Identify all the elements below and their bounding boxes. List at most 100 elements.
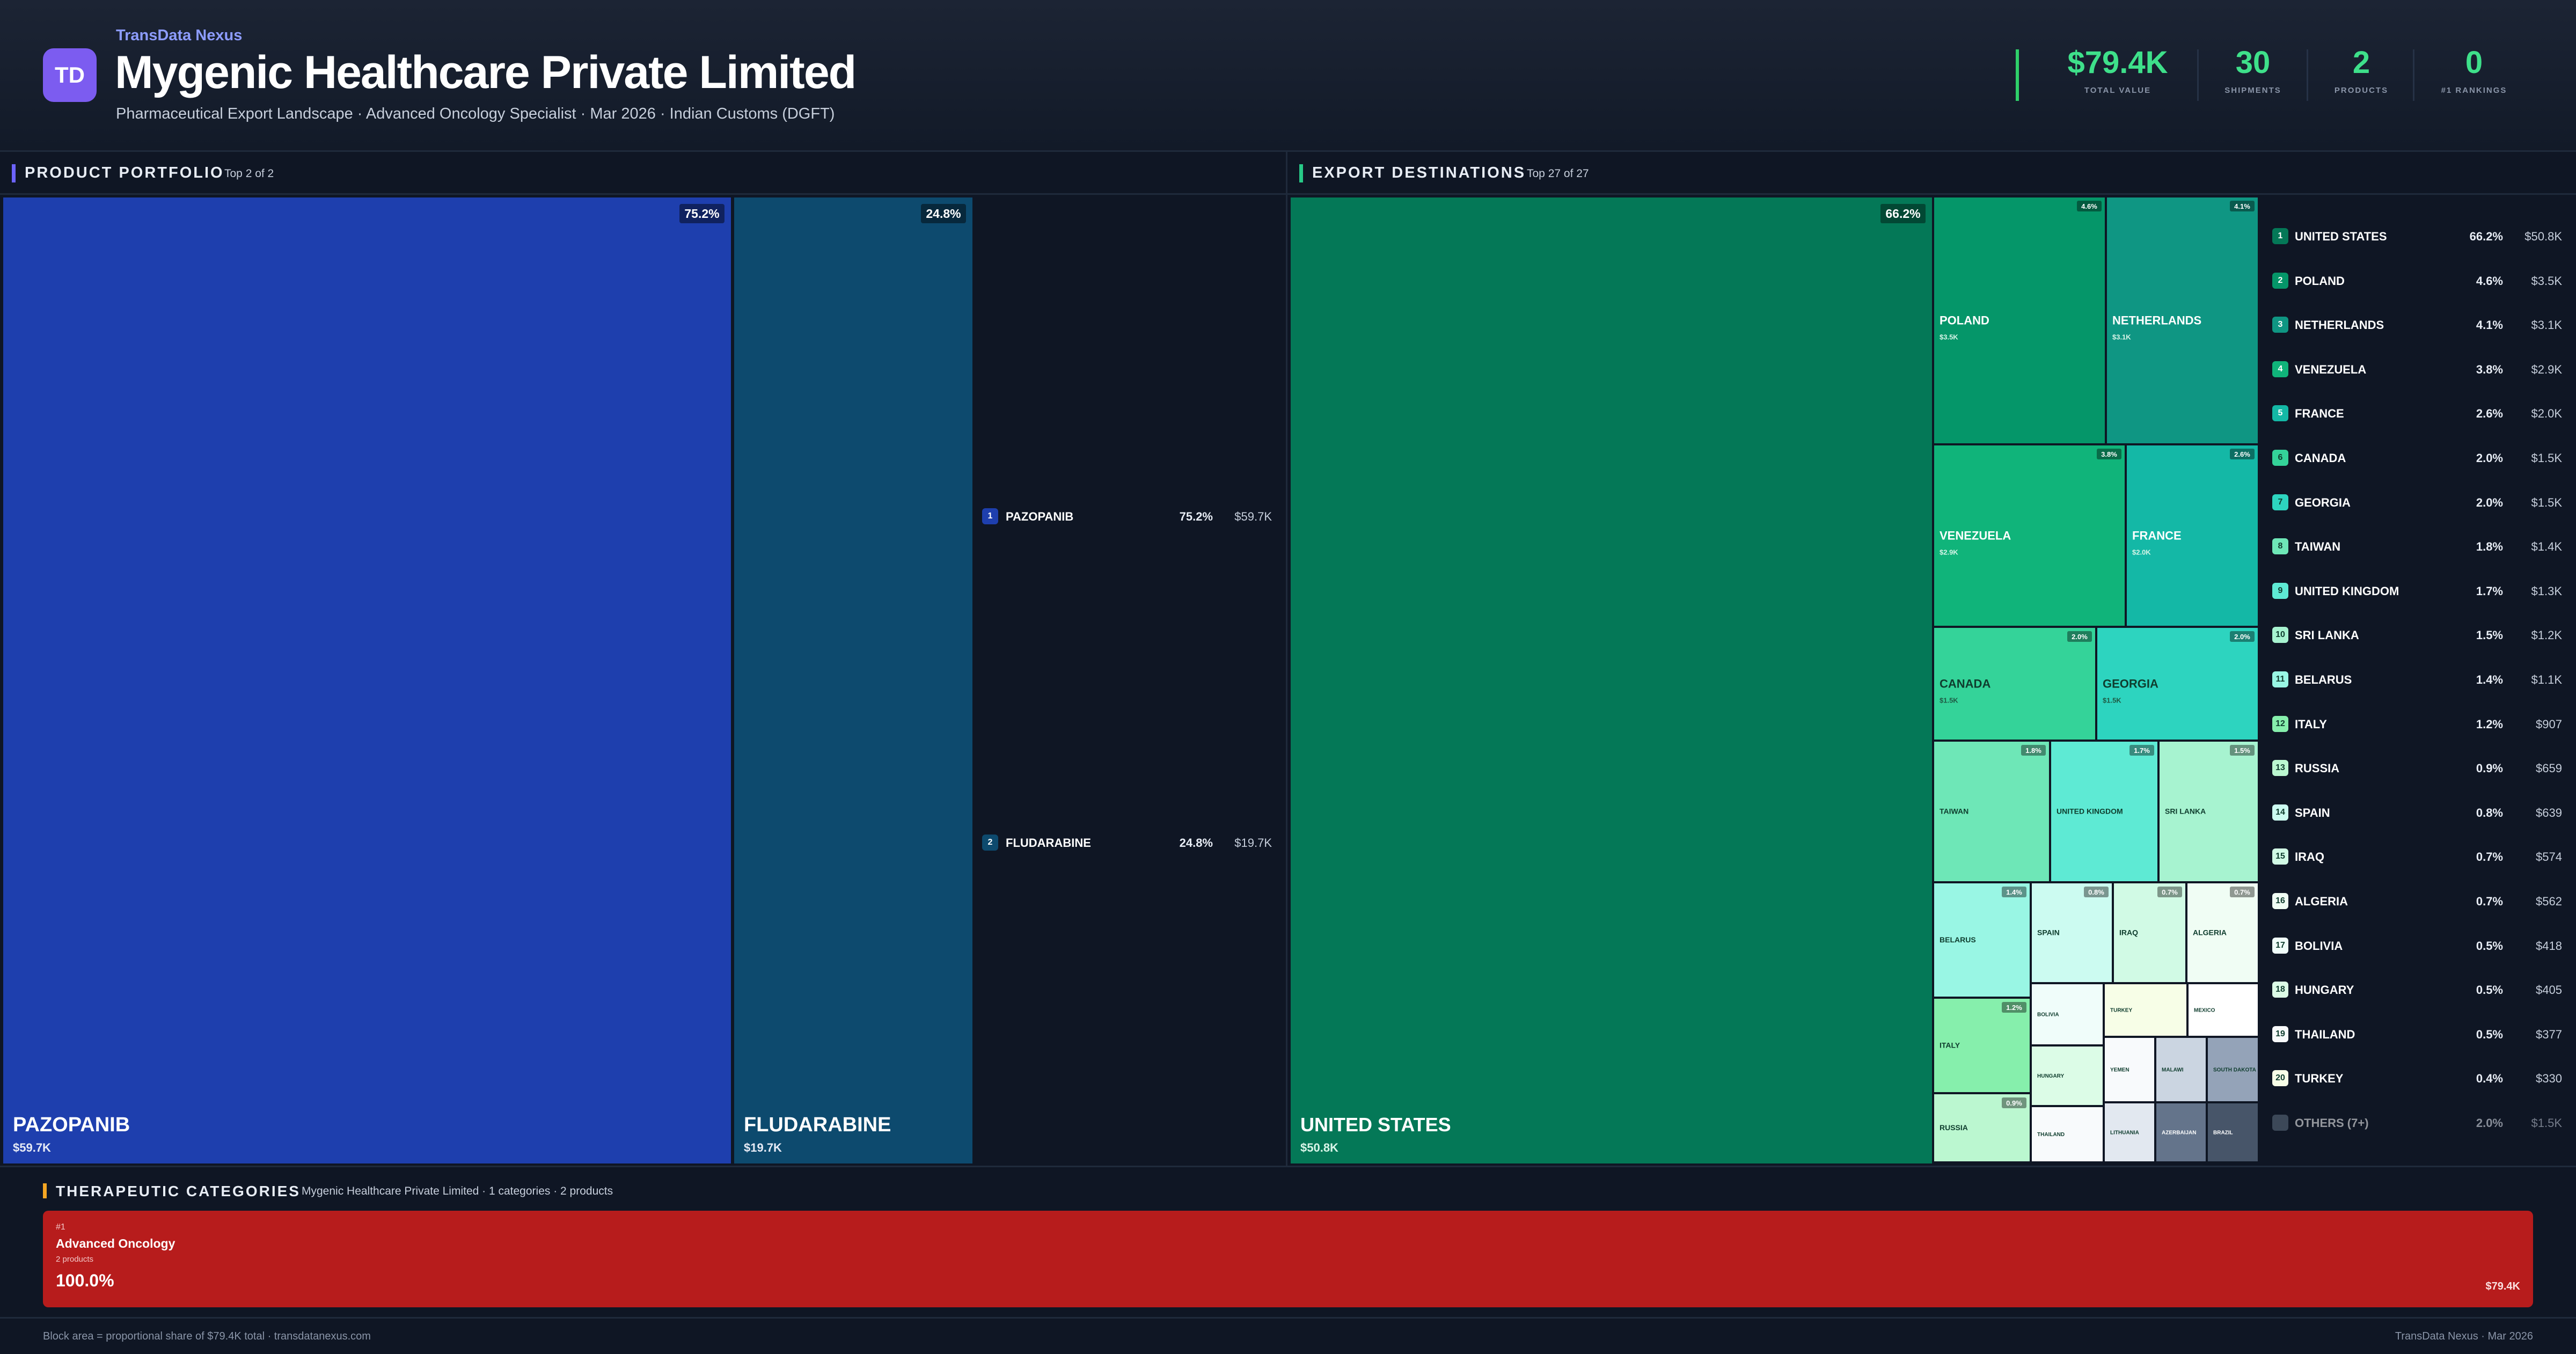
tile-rect [1934, 628, 2095, 740]
tile-pct: 0.8% [2088, 888, 2104, 896]
destination-legend-row-georgia[interactable]: 7 GEORGIA 2.0% $1.5K [2272, 492, 2562, 513]
destination-legend-row-russia[interactable]: 13 RUSSIA 0.9% $659 [2272, 757, 2562, 779]
tile-name: BOLIVIA [2037, 1012, 2059, 1018]
destination-legend-row-others-7[interactable]: OTHERS (7+) 2.0% $1.5K [2272, 1112, 2562, 1133]
legend-label: THAILAND [2295, 1028, 2355, 1041]
tile-name: HUNGARY [2037, 1073, 2065, 1079]
rank-badge: 20 [2272, 1070, 2288, 1086]
tile-rect [2105, 984, 2186, 1036]
destination-legend-row-thailand[interactable]: 19 THAILAND 0.5% $377 [2272, 1023, 2562, 1045]
destination-tile-yemen[interactable]: YEMEN [2105, 1038, 2154, 1101]
kpi-value: 30 [2235, 45, 2271, 80]
section-title: PRODUCT PORTFOLIO [25, 164, 224, 181]
tile-name: SRI LANKA [2165, 807, 2206, 816]
legend-value: $907 [2536, 718, 2562, 731]
legend-value: $562 [2536, 895, 2562, 908]
destination-tile-belarus[interactable]: BELARUS 1.4% [1934, 883, 2030, 997]
legend-label: UNITED KINGDOM [2295, 584, 2399, 598]
tile-name: UNITED KINGDOM [2057, 807, 2123, 816]
destination-legend-row-taiwan[interactable]: 8 TAIWAN 1.8% $1.4K [2272, 536, 2562, 557]
rank-badge: 15 [2272, 848, 2288, 865]
destination-tile-mexico[interactable]: MEXICO [2189, 984, 2258, 1036]
tile-value: $2.9K [1940, 548, 1958, 556]
rank-badge: 8 [2272, 538, 2288, 554]
destination-legend-row-bolivia[interactable]: 17 BOLIVIA 0.5% $418 [2272, 935, 2562, 956]
legend-pct: 0.5% [2476, 1028, 2503, 1041]
tile-name: VENEZUELA [1940, 529, 2011, 542]
destination-legend-row-spain[interactable]: 14 SPAIN 0.8% $639 [2272, 802, 2562, 823]
destination-tile-bolivia[interactable]: BOLIVIA [2032, 984, 2103, 1044]
product-portfolio-header: PRODUCT PORTFOLIO Top 2 of 2 [0, 151, 1286, 195]
destination-tile-algeria[interactable]: ALGERIA 0.7% [2187, 883, 2258, 982]
destination-tile-spain[interactable]: SPAIN 0.8% [2032, 883, 2112, 982]
destination-legend-row-venezuela[interactable]: 4 VENEZUELA 3.8% $2.9K [2272, 358, 2562, 380]
destination-tile-brazil[interactable]: BRAZIL [2208, 1103, 2258, 1161]
legend-pct: 1.4% [2476, 673, 2503, 686]
tile-value: $2.0K [2132, 548, 2151, 556]
tile-pct-badge [2077, 201, 2102, 211]
destination-tile-russia[interactable]: RUSSIA 0.9% [1934, 1094, 2030, 1161]
destination-tile-azerbaijan[interactable]: AZERBAIJAN [2156, 1103, 2206, 1161]
destination-legend-row-poland[interactable]: 2 POLAND 4.6% $3.5K [2272, 270, 2562, 291]
destination-treemap: UNITED STATES $50.8K 66.2% POLAND $3.5K 4.6% N… [1291, 197, 2258, 1163]
tile-pct: 0.9% [2006, 1099, 2022, 1107]
destination-tile-poland[interactable]: POLAND $3.5K 4.6% [1934, 197, 2105, 443]
kpi-divider [2307, 49, 2308, 101]
destination-legend-row-belarus[interactable]: 11 BELARUS 1.4% $1.1K [2272, 669, 2562, 690]
destination-tile-lithuania[interactable]: LITHUANIA [2105, 1103, 2154, 1161]
destination-legend-row-algeria[interactable]: 16 ALGERIA 0.7% $562 [2272, 890, 2562, 912]
destination-tile-malawi[interactable]: MALAWI [2156, 1038, 2206, 1101]
product-legend-row-fludarabine[interactable]: 2 FLUDARABINE 24.8% $19.7K [982, 832, 1272, 853]
destination-tile-georgia[interactable]: GEORGIA $1.5K 2.0% [2097, 628, 2258, 740]
tile-pct: 2.0% [2234, 633, 2250, 641]
destination-tile-venezuela[interactable]: VENEZUELA $2.9K 3.8% [1934, 445, 2125, 626]
section-subtitle: Top 2 of 2 [224, 167, 274, 180]
destination-legend-row-france[interactable]: 5 FRANCE 2.6% $2.0K [2272, 402, 2562, 424]
product-legend-row-pazopanib[interactable]: 1 PAZOPANIB 75.2% $59.7K [982, 506, 1272, 527]
category-tile-advanced-oncology[interactable]: #1 Advanced Oncology 2 products 100.0% $… [43, 1211, 2533, 1307]
legend-label: TURKEY [2295, 1072, 2344, 1085]
page-footer: Block area = proportional share of $79.4… [0, 1317, 2576, 1354]
destination-legend-row-hungary[interactable]: 18 HUNGARY 0.5% $405 [2272, 979, 2562, 1000]
destination-legend-row-netherlands[interactable]: 3 NETHERLANDS 4.1% $3.1K [2272, 314, 2562, 335]
destination-legend-row-iraq[interactable]: 15 IRAQ 0.7% $574 [2272, 846, 2562, 867]
destination-tile-south-dakota[interactable]: SOUTH DAKOTA [2208, 1038, 2258, 1101]
destination-legend-row-italy[interactable]: 12 ITALY 1.2% $907 [2272, 713, 2562, 735]
legend-value: $1.5K [2531, 496, 2563, 509]
destination-tile-united-kingdom[interactable]: UNITED KINGDOM 1.7% [2051, 742, 2157, 881]
destination-tile-iraq[interactable]: IRAQ 0.7% [2114, 883, 2185, 982]
kpi-label: SHIPMENTS [2224, 86, 2281, 95]
legend-label: CANADA [2295, 451, 2346, 465]
product-tile-fludarabine[interactable]: 24.8% FLUDARABINE $19.7K [734, 197, 972, 1163]
tile-name: SOUTH DAKOTA [2213, 1067, 2256, 1073]
tile-pct-badge [2230, 745, 2255, 756]
legend-value: $1.4K [2531, 540, 2563, 553]
legend-label: ALGERIA [2295, 895, 2348, 908]
kpi-label: #1 RANKINGS [2441, 86, 2507, 95]
legend-pct: 1.7% [2476, 584, 2503, 598]
destination-tile-sri-lanka[interactable]: SRI LANKA 1.5% [2160, 742, 2258, 881]
tile-rect [2032, 1107, 2103, 1161]
tile-value: $3.5K [1940, 333, 1958, 341]
product-treemap: 75.2% PAZOPANIB $59.7K 24.8% FLUDARABINE $19.… [3, 197, 972, 1163]
destination-legend-row-canada[interactable]: 6 CANADA 2.0% $1.5K [2272, 447, 2562, 469]
destination-tile-turkey[interactable]: TURKEY [2105, 984, 2186, 1036]
kpi-accent-divider [2016, 49, 2019, 101]
destination-legend-row-sri-lanka[interactable]: 10 SRI LANKA 1.5% $1.2K [2272, 624, 2562, 646]
product-tile-pazopanib[interactable]: 75.2% PAZOPANIB $59.7K [3, 197, 731, 1163]
destination-legend-row-united-kingdom[interactable]: 9 UNITED KINGDOM 1.7% $1.3K [2272, 580, 2562, 602]
tile-name: ALGERIA [2193, 928, 2227, 937]
destination-tile-hungary[interactable]: HUNGARY [2032, 1046, 2103, 1105]
destination-tile-france[interactable]: FRANCE $2.0K 2.6% [2127, 445, 2258, 626]
tile-name: FLUDARABINE [744, 1114, 891, 1136]
destination-tile-netherlands[interactable]: NETHERLANDS $3.1K 4.1% [2107, 197, 2258, 443]
destination-tile-italy[interactable]: ITALY 1.2% [1934, 999, 2030, 1092]
destination-tile-taiwan[interactable]: TAIWAN 1.8% [1934, 742, 2049, 881]
destination-legend-row-united-states[interactable]: 1 UNITED STATES 66.2% $50.8K [2272, 225, 2562, 247]
legend-label: FLUDARABINE [1006, 836, 1091, 850]
destination-tile-canada[interactable]: CANADA $1.5K 2.0% [1934, 628, 2095, 740]
legend-value: $418 [2536, 939, 2562, 953]
destination-legend-row-turkey[interactable]: 20 TURKEY 0.4% $330 [2272, 1067, 2562, 1089]
destination-tile-thailand[interactable]: THAILAND [2032, 1107, 2103, 1161]
destination-tile-united-states[interactable]: UNITED STATES $50.8K 66.2% [1291, 197, 1932, 1163]
